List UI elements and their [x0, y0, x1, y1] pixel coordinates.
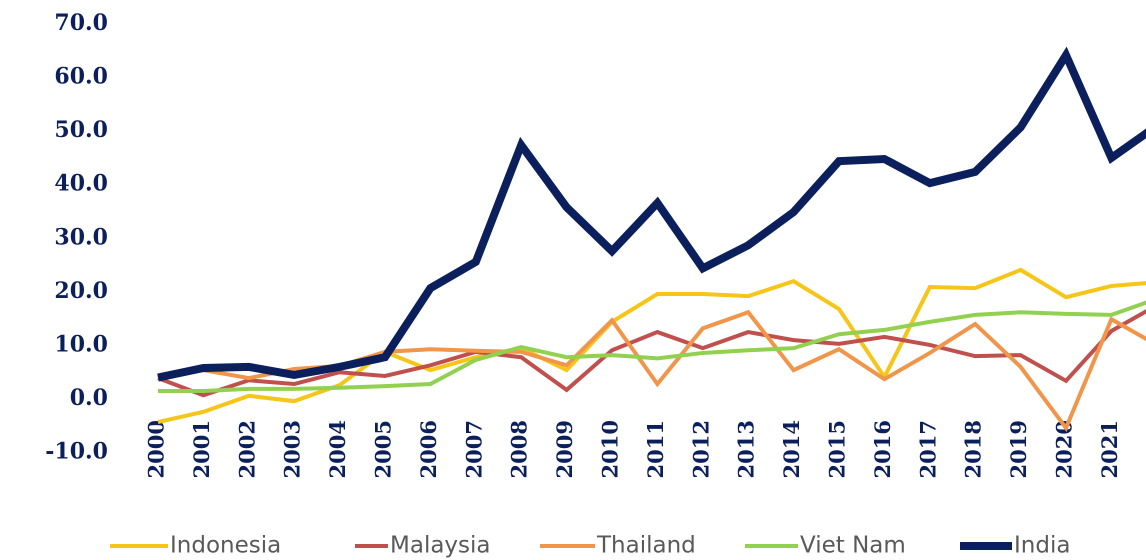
y-tick-label: 40.0 — [54, 171, 108, 197]
y-tick-label: 20.0 — [54, 278, 108, 304]
series-line — [157, 46, 1146, 382]
y-tick-label: 70.0 — [54, 10, 108, 36]
y-tick-label: 30.0 — [54, 224, 108, 250]
x-tick-label: 2011 — [643, 420, 668, 478]
y-tick-label: 50.0 — [54, 117, 108, 143]
x-tick-label: 2005 — [371, 420, 396, 478]
legend-label: Malaysia — [390, 533, 491, 559]
y-tick-label: 60.0 — [54, 64, 108, 90]
x-tick-label: 2001 — [189, 420, 214, 478]
series-line — [158, 300, 1146, 393]
x-tick-label: 2000 — [144, 420, 169, 478]
x-tick-label: 2021 — [1097, 420, 1122, 478]
series-line — [157, 267, 1146, 425]
legend-label: India — [1014, 533, 1070, 559]
x-tick-label: 2008 — [507, 420, 532, 478]
x-tick-label: 2010 — [598, 420, 623, 478]
x-tick-label: 2006 — [416, 420, 441, 478]
y-tick-label: 10.0 — [54, 331, 108, 357]
y-tick-label: 0.0 — [70, 385, 108, 411]
x-tick-label: 2003 — [280, 420, 305, 478]
legend-label: Viet Nam — [800, 533, 906, 559]
x-tick-label: 2007 — [461, 420, 486, 478]
y-tick-label: -10.0 — [45, 439, 108, 465]
x-tick-label: 2002 — [234, 420, 259, 478]
x-tick-label: 2020 — [1052, 420, 1077, 478]
x-tick-label: 2017 — [915, 420, 940, 478]
series-line — [157, 309, 1146, 398]
x-tick-label: 2016 — [870, 420, 895, 478]
legend-label: Thailand — [596, 533, 696, 559]
x-tick-label: 2004 — [325, 420, 350, 478]
x-tick-label: 2009 — [552, 420, 577, 478]
x-tick-label: 2019 — [1006, 420, 1031, 478]
x-tick-label: 2013 — [734, 420, 759, 478]
x-tick-label: 2014 — [779, 420, 804, 478]
x-tick-label: 2012 — [688, 420, 713, 478]
x-tick-label: 2015 — [825, 420, 850, 478]
x-tick-label: 2018 — [961, 420, 986, 478]
legend-label: Indonesia — [170, 533, 281, 559]
